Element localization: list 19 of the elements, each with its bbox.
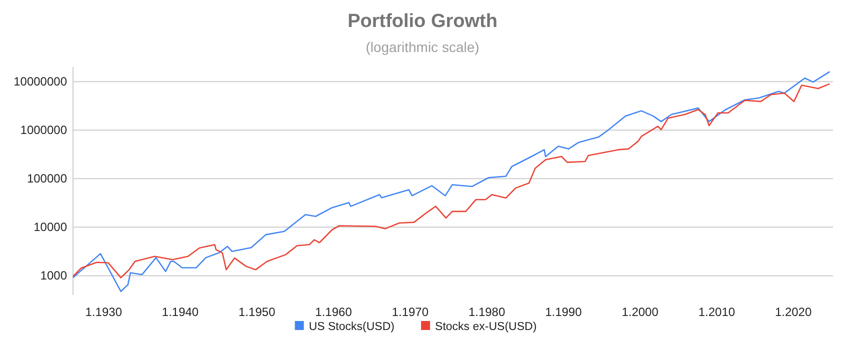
chart-title: Portfolio Growth: [348, 11, 498, 32]
y-tick-label: 10000: [34, 220, 68, 234]
x-tick-label: 1.1930: [85, 305, 122, 319]
x-tick-label: 1.1980: [468, 305, 506, 319]
x-tick-label: 1.1970: [392, 305, 429, 319]
legend-label: Stocks ex-US(USD): [435, 321, 537, 333]
legend-label: US Stocks(USD): [308, 321, 395, 333]
x-tick-label: 1.2010: [698, 305, 736, 319]
x-tick-label: 1.1940: [162, 305, 199, 319]
y-tick-label: 1000000: [20, 123, 68, 138]
chart-subtitle: (logarithmic scale): [366, 39, 480, 55]
x-tick-label: 1.2020: [774, 305, 812, 319]
x-tick-label: 1.1960: [315, 305, 352, 319]
y-tick-label: 10000000: [14, 74, 68, 89]
x-tick-label: 1.1990: [545, 305, 582, 319]
y-tick-label: 100000: [26, 172, 68, 186]
x-tick-label: 1.2000: [622, 305, 659, 319]
y-tick-label: 1000: [40, 268, 68, 283]
x-tick-label: 1.1950: [238, 305, 276, 319]
